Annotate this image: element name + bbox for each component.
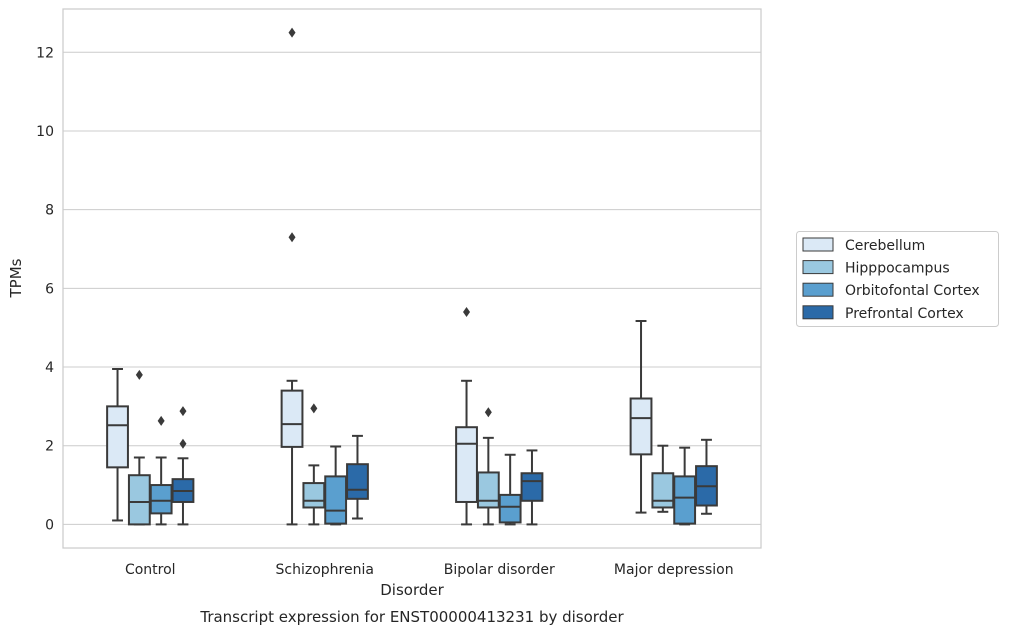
box-iqr [127,474,151,526]
box-orbitofontal-cortex [149,415,173,526]
y-tick-label: 0 [45,517,54,533]
legend-swatch [802,237,834,252]
legend-label: Hipppocampus [845,261,950,277]
box-orbitofontal-cortex [324,445,348,526]
chart-caption: Transcript expression for ENST0000041323… [199,608,624,626]
x-axis-ticks: Control Schizophrenia Bipolar disorder Majo… [125,562,734,578]
box-iqr [455,426,478,503]
y-axis-label: TPMs [7,258,25,298]
box-iqr [673,475,697,525]
box-iqr [346,463,369,500]
legend: Cerebellum Hipppocampus Orbitofontal Corte… [796,231,999,327]
box-iqr [106,405,129,469]
legend-swatch [802,305,834,320]
grid-lines [63,51,761,525]
box-prefrontal-cortex [695,438,718,515]
box-iqr [149,484,173,515]
outlier-point [310,403,318,414]
y-tick-label: 10 [36,124,54,140]
outlier-point [463,306,471,317]
legend-swatch [802,260,834,275]
box-prefrontal-cortex [171,406,195,526]
box-iqr [280,389,304,448]
box-hipppocampus [127,369,151,526]
box-iqr [629,397,653,456]
box-cerebellum [280,27,304,526]
x-tick-label: Major depression [614,562,734,578]
box-cerebellum [455,306,478,526]
outlier-point [135,369,143,380]
outlier-point [179,438,187,449]
box-iqr [520,472,544,502]
box-prefrontal-cortex [346,434,369,520]
x-tick-label: Schizophrenia [276,562,374,578]
outlier-point [288,232,296,243]
legend-label: Cerebellum [845,238,925,254]
legend-frame [796,231,999,327]
box-cerebellum [629,319,653,514]
legend-label: Prefrontal Cortex [845,306,964,322]
box-orbitofontal-cortex [673,446,697,526]
box-iqr [498,493,522,524]
x-tick-label: Control [125,562,176,578]
box-iqr [476,471,500,509]
y-tick-label: 12 [36,45,54,61]
box-cerebellum [106,367,129,522]
plot-frame [62,8,762,549]
outlier-point [288,27,296,38]
y-axis-ticks: 0 2 4 6 8 10 12 [36,45,54,533]
x-tick-label: Bipolar disorder [444,562,555,578]
legend-label: Orbitofontal Cortex [845,283,980,299]
y-tick-label: 2 [45,439,54,455]
y-tick-label: 6 [45,281,54,297]
box-hipppocampus [476,407,500,526]
box-plot-boxes [106,27,718,526]
x-axis-label: Disorder [380,581,444,599]
box-hipppocampus [302,403,326,526]
box-iqr [324,475,348,525]
box-iqr [302,482,326,509]
outlier-point [179,406,187,417]
legend-swatch [802,282,834,297]
box-iqr [651,472,675,509]
box-prefrontal-cortex [520,449,544,526]
outlier-point [157,415,165,426]
box-orbitofontal-cortex [498,453,522,526]
y-tick-label: 8 [45,203,54,219]
box-hipppocampus [651,444,675,513]
y-tick-label: 4 [45,360,54,376]
outlier-point [484,407,492,418]
